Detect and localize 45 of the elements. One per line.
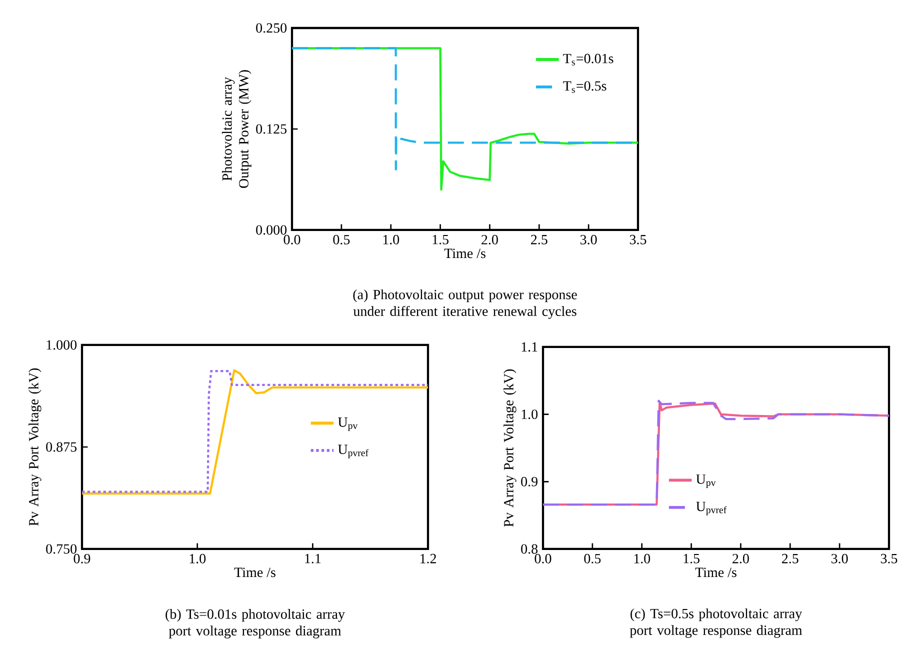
x-tick-label: 1.0 [383,234,400,244]
x-tick-label: 3.5 [630,234,646,244]
y-tick-label: 1.1 [522,342,538,352]
x-tick-label: 1.5 [432,234,448,244]
y-tick-label: 1.0 [522,410,538,420]
x-tick-label: 1.1 [305,554,321,564]
x-tick-label: 3.0 [831,554,848,564]
x-tick-label: 2.5 [531,234,548,244]
y-axis-title: Pv Array Port Voltage (kV) [504,369,516,527]
legend-label: U$_{pv}$ [338,418,358,431]
y-tick-label: 0.750 [46,544,77,554]
text: (b) Ts=0.01s photovoltaic array port voltage response diagram [166,609,345,638]
y-tick-label: 1.000 [46,340,77,350]
x-tick-label: 0.9 [74,554,90,564]
x-tick-label: 0.5 [584,554,601,564]
y-axis-title: Pv Array Port Voltage (kV) [28,368,42,526]
x-tick-label: 3.0 [580,234,597,244]
x-tick-label: 3.5 [880,554,898,564]
x-tick-label: 1.0 [634,554,650,564]
text: (c) Ts=0.5s photovoltaic array port voltage response diagram [630,608,802,638]
y-tick-label: 0.9 [521,476,538,486]
x-axis-title: Time /s [234,568,276,578]
legend-label: T$_{s}$=0.01s [563,54,614,66]
x-tick-label: 0.0 [284,234,300,244]
legend-label: T$_{s}$=0.5s [563,81,606,93]
y-tick-label: 0.000 [256,225,287,235]
x-tick-label: 1.2 [420,554,436,564]
text: (a) Photovoltaic output power response under different iterative renewal cycles [353,289,577,319]
x-tick-label: 0.5 [333,234,350,244]
x-axis-title: Time /s [695,568,736,578]
x-tick-label: 2.0 [482,234,498,244]
x-tick-label: 1.5 [684,554,700,564]
y-tick-label: 0.875 [46,442,77,452]
y-axis-title: Photovoltaic array Output Power (MW) [222,70,252,188]
x-tick-label: 2.5 [782,554,798,564]
x-axis-title: Time /s [444,248,486,258]
x-tick-label: 2.0 [732,554,749,564]
y-tick-label: 0.125 [256,124,287,134]
legend-label: U$_{pv}$ [696,474,716,488]
y-tick-label: 0.250 [256,23,287,33]
legend-label: U$_{pvref}$ [338,444,368,458]
y-tick-label: 0.8 [521,544,538,554]
legend-label: U$_{pvref}$ [696,502,727,516]
x-tick-label: 0.0 [534,554,552,564]
x-tick-label: 1.0 [190,554,206,564]
